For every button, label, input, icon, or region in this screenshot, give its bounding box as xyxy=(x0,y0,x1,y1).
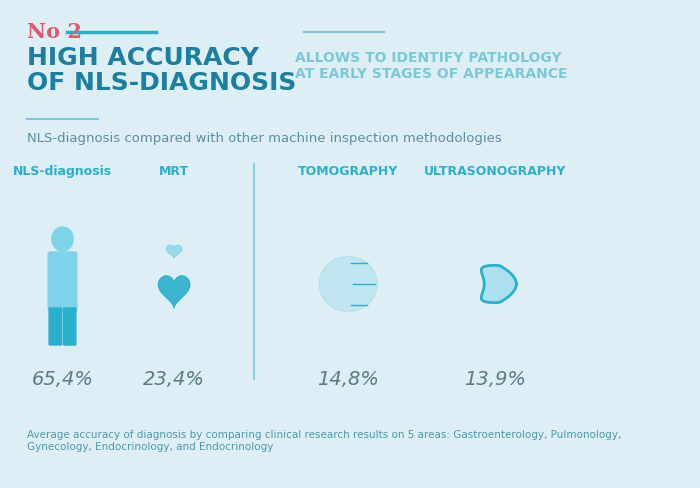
Text: 13,9%: 13,9% xyxy=(465,369,526,388)
Text: TOMOGRAPHY: TOMOGRAPHY xyxy=(298,164,398,178)
Polygon shape xyxy=(166,246,182,259)
Polygon shape xyxy=(481,266,517,303)
Text: NLS-diagnosis compared with other machine inspection methodologies: NLS-diagnosis compared with other machin… xyxy=(27,132,501,145)
Text: Average accuracy of diagnosis by comparing clinical research results on 5 areas:: Average accuracy of diagnosis by compari… xyxy=(27,429,621,451)
Text: NLS-diagnosis: NLS-diagnosis xyxy=(13,164,112,178)
Polygon shape xyxy=(158,276,190,308)
FancyBboxPatch shape xyxy=(48,252,77,311)
Text: OF NLS-DIAGNOSIS: OF NLS-DIAGNOSIS xyxy=(27,71,296,95)
FancyBboxPatch shape xyxy=(49,308,62,346)
Text: No 2: No 2 xyxy=(27,22,82,42)
Text: ALLOWS TO IDENTIFY PATHOLOGY: ALLOWS TO IDENTIFY PATHOLOGY xyxy=(295,51,561,65)
Text: MRT: MRT xyxy=(159,164,189,178)
Text: 23,4%: 23,4% xyxy=(143,369,205,388)
Circle shape xyxy=(52,227,74,251)
Text: 14,8%: 14,8% xyxy=(317,369,379,388)
Text: 65,4%: 65,4% xyxy=(32,369,93,388)
Text: HIGH ACCURACY: HIGH ACCURACY xyxy=(27,46,259,70)
Ellipse shape xyxy=(319,257,377,312)
Text: ULTRASONOGRAPHY: ULTRASONOGRAPHY xyxy=(424,164,566,178)
Text: AT EARLY STAGES OF APPEARANCE: AT EARLY STAGES OF APPEARANCE xyxy=(295,67,567,81)
FancyBboxPatch shape xyxy=(64,308,76,346)
